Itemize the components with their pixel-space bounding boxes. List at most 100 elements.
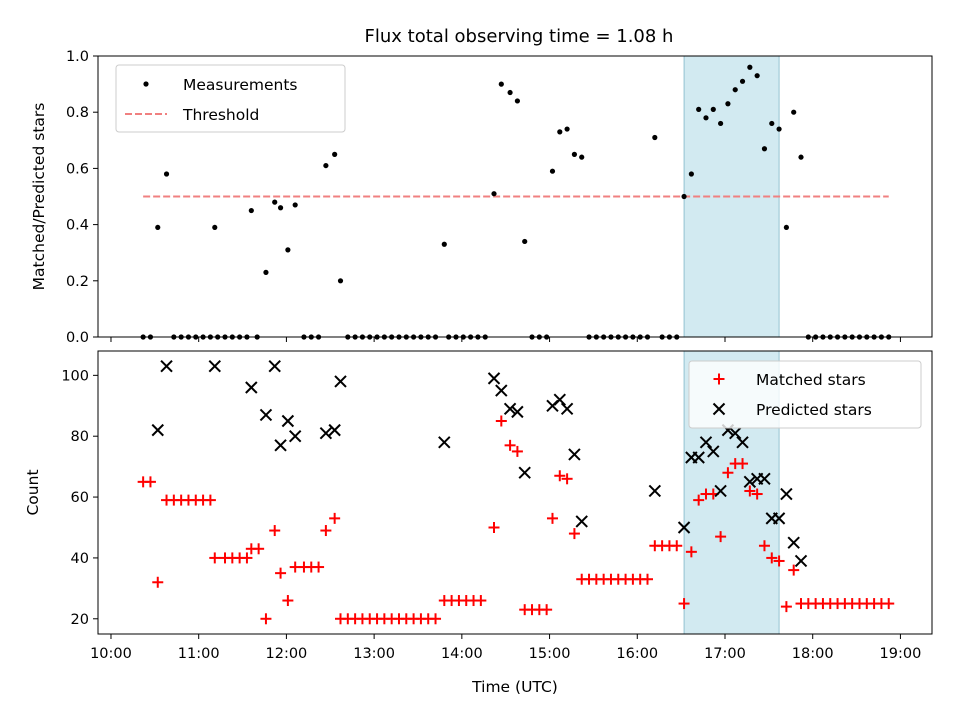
matched-star-point-75 bbox=[693, 494, 705, 506]
measurement-point-16 bbox=[248, 207, 254, 214]
counts-y-tick-label-40: 40 bbox=[71, 551, 89, 567]
predicted-star-point-28 bbox=[707, 445, 720, 458]
matched-star-point-48 bbox=[495, 415, 507, 427]
measurement-point-26 bbox=[323, 162, 329, 169]
x-tick-label-15-00: 15:00 bbox=[529, 646, 571, 662]
legend-predicted-cross bbox=[712, 402, 726, 416]
predicted-star-point-35 bbox=[758, 472, 771, 486]
predicted-star-point-27 bbox=[699, 436, 713, 449]
measurement-point-59 bbox=[564, 126, 570, 132]
measurement-point-90 bbox=[791, 109, 797, 115]
x-tick-label-19-00: 19:00 bbox=[880, 646, 922, 662]
matched-star-point-82 bbox=[744, 485, 756, 497]
matched-star-point-68 bbox=[642, 573, 654, 585]
predicted-star-point-29 bbox=[714, 484, 727, 498]
legend-matched-label: Matched stars bbox=[756, 371, 866, 389]
predicted-star-point-2 bbox=[208, 360, 221, 373]
measurement-point-3 bbox=[163, 171, 170, 177]
predicted-star-point-6 bbox=[274, 439, 287, 452]
predicted-star-point-40 bbox=[794, 554, 808, 568]
measurement-point-58 bbox=[557, 129, 563, 135]
ratio-legend-box bbox=[115, 64, 346, 133]
predicted-star-point-26 bbox=[692, 451, 705, 464]
ratio-legend: Measurements Threshold bbox=[115, 64, 346, 133]
measurement-point-49 bbox=[491, 191, 497, 197]
measurement-point-80 bbox=[718, 120, 724, 127]
matched-star-point-81 bbox=[737, 458, 749, 470]
matched-star-point-25 bbox=[320, 525, 332, 537]
matched-star-point-101 bbox=[883, 598, 895, 610]
counts-y-tick-label-20: 20 bbox=[71, 612, 89, 628]
measurement-point-85 bbox=[754, 73, 760, 79]
counts-panel: 10:00 11:00 12:00 13:00 14:00 15:00 16:00 17:00… bbox=[24, 350, 933, 696]
counts-y-tick-label-60: 60 bbox=[71, 490, 89, 506]
x-tick-label-10-00: 10:00 bbox=[90, 646, 132, 662]
predicted-star-point-23 bbox=[648, 484, 662, 498]
legend-matched-plus bbox=[713, 373, 725, 385]
matched-star-point-55 bbox=[546, 512, 558, 524]
x-tick-label-16-00: 16:00 bbox=[616, 646, 658, 662]
measurement-point-78 bbox=[703, 115, 709, 121]
predicted-star-point-15 bbox=[503, 402, 517, 416]
predicted-star-point-0 bbox=[151, 423, 164, 437]
measurement-point-77 bbox=[696, 106, 702, 112]
matched-star-point-50 bbox=[511, 445, 523, 457]
measurement-point-82 bbox=[732, 87, 738, 93]
measurement-point-86 bbox=[761, 146, 768, 152]
matched-star-point-85 bbox=[766, 552, 778, 564]
x-tick-label-12-00: 12:00 bbox=[266, 646, 308, 662]
predicted-star-point-16 bbox=[511, 405, 524, 419]
predicted-star-point-20 bbox=[560, 402, 574, 416]
matched-star-point-78 bbox=[715, 531, 727, 543]
matched-star-point-2 bbox=[152, 576, 164, 588]
predicted-star-point-37 bbox=[772, 512, 786, 525]
predicted-star-point-13 bbox=[487, 372, 501, 385]
ratio-y-tick-label-1-0: 1.0 bbox=[66, 49, 89, 65]
matched-star-point-40 bbox=[430, 613, 442, 625]
counts-legend-box bbox=[688, 360, 922, 429]
measurement-point-79 bbox=[710, 106, 716, 112]
measurement-point-50 bbox=[498, 81, 504, 87]
measurement-point-88 bbox=[776, 126, 782, 132]
measurement-point-60 bbox=[571, 151, 578, 157]
ratio-y-tick-label-0-4: 0.4 bbox=[66, 218, 89, 234]
measurement-point-84 bbox=[747, 64, 753, 70]
matched-star-point-84 bbox=[758, 540, 770, 552]
measurement-point-2 bbox=[155, 224, 161, 231]
ratio-y-tick-label-0-0: 0.0 bbox=[66, 330, 89, 346]
predicted-star-point-24 bbox=[677, 521, 691, 534]
predicted-star-point-39 bbox=[787, 536, 800, 549]
predicted-star-point-17 bbox=[518, 466, 531, 479]
predicted-star-point-19 bbox=[553, 393, 567, 406]
measurement-point-18 bbox=[263, 269, 269, 275]
measurement-point-76 bbox=[688, 171, 694, 177]
predicted-star-point-11 bbox=[334, 375, 347, 388]
ratio-ticks: 0.0 0.2 0.4 0.6 0.8 1.0 bbox=[66, 49, 901, 346]
counts-axes-frame bbox=[97, 350, 933, 635]
matched-star-point-57 bbox=[561, 473, 573, 485]
legend-predicted-marker bbox=[712, 402, 726, 416]
predicted-star-point-12 bbox=[438, 436, 451, 449]
matched-star-point-86 bbox=[773, 555, 785, 567]
measurement-point-91 bbox=[798, 154, 804, 160]
predicted-star-point-31 bbox=[729, 426, 742, 440]
matched-star-point-16 bbox=[253, 543, 265, 555]
counts-y-tick-label-80: 80 bbox=[71, 429, 89, 445]
predicted-star-point-10 bbox=[328, 423, 341, 437]
counts-y-tick-label-100: 100 bbox=[61, 368, 89, 384]
x-tick-label-13-00: 13:00 bbox=[353, 646, 395, 662]
x-tick-label-11-00: 11:00 bbox=[178, 646, 220, 662]
measurement-point-75 bbox=[681, 193, 687, 200]
measurement-point-53 bbox=[522, 238, 528, 245]
matched-star-point-79 bbox=[722, 467, 734, 479]
predicted-star-point-1 bbox=[160, 360, 173, 373]
matched-star-point-14 bbox=[241, 552, 253, 564]
matched-star-point-73 bbox=[678, 598, 690, 610]
x-tick-label-18-00: 18:00 bbox=[792, 646, 834, 662]
measurement-point-19 bbox=[272, 199, 278, 205]
matched-star-point-49 bbox=[504, 439, 516, 451]
predicted-star-point-7 bbox=[281, 414, 295, 428]
predicted-star-point-4 bbox=[259, 408, 273, 422]
predicted-star-point-14 bbox=[495, 384, 508, 397]
